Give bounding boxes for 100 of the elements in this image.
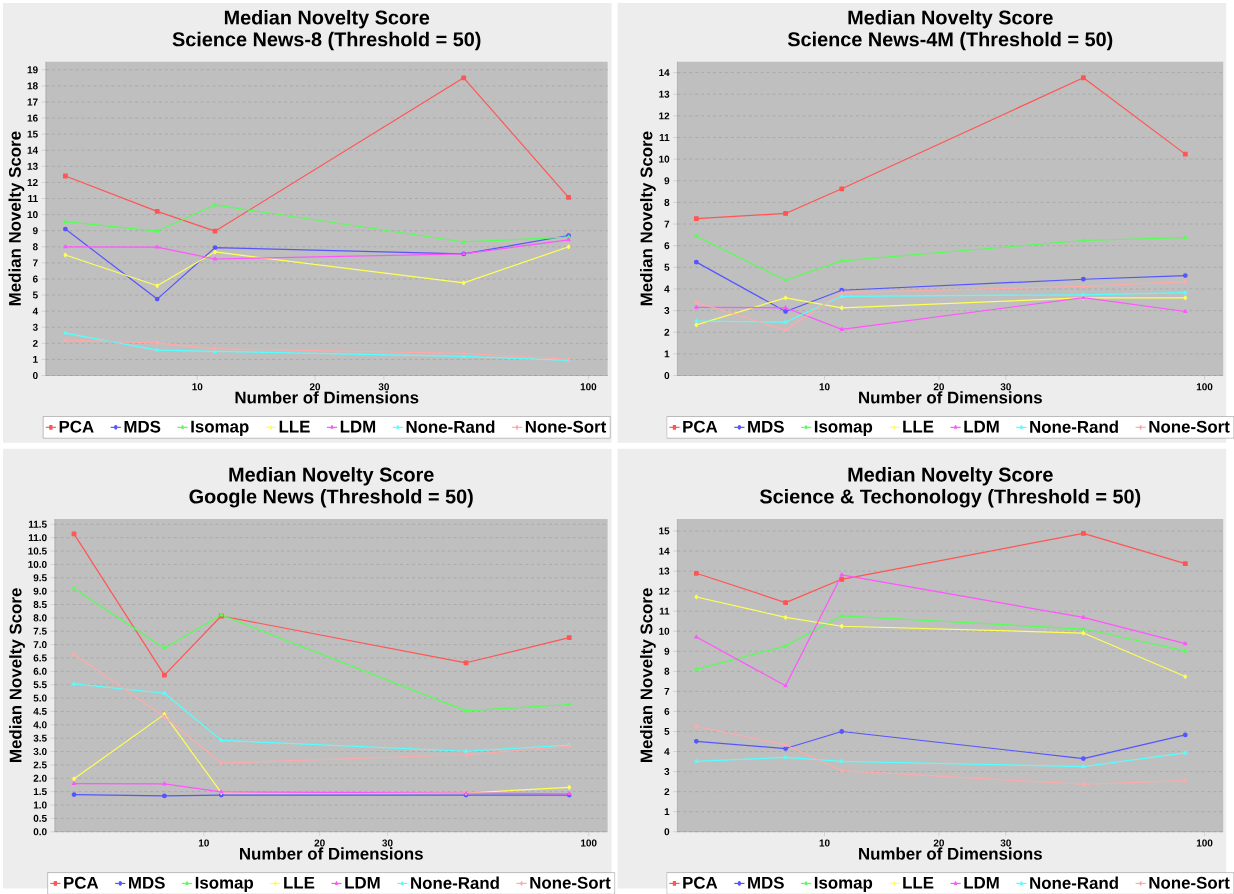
y-tick-label: 7 xyxy=(664,687,670,695)
legend-label: None-Rand xyxy=(411,876,499,889)
legend-label: LLE xyxy=(903,876,934,889)
y-tick-label: 15 xyxy=(27,130,38,138)
y-tick-label: 6 xyxy=(32,275,38,283)
y-tick-label: 3 xyxy=(32,323,38,331)
chart-subtitle: Science News-8 (Threshold = 50) xyxy=(172,31,481,51)
legend-label: LDM xyxy=(340,420,376,433)
legend-label: None-Rand xyxy=(1030,876,1118,889)
x-tick-label: 30 xyxy=(378,383,389,391)
y-tick-label: 1 xyxy=(33,355,38,363)
x-tick-label: 100 xyxy=(580,383,597,391)
y-tick-label: 7.0 xyxy=(33,640,47,648)
x-tick-label: 30 xyxy=(1000,839,1011,847)
y-tick-label: 6.0 xyxy=(33,667,47,675)
y-tick-label: 13 xyxy=(27,162,38,170)
y-tick-label: 9 xyxy=(32,226,38,234)
y-tick-label: 0.5 xyxy=(33,814,47,822)
y-tick-label: 11.5 xyxy=(28,520,47,528)
y-tick-label: 2 xyxy=(32,339,38,347)
chart-title: Median Novelty Score xyxy=(848,466,1053,486)
y-tick-label: 4 xyxy=(664,747,670,755)
x-tick-label: 20 xyxy=(314,839,325,847)
y-tick-label: 11 xyxy=(659,133,670,141)
legend-label: Isomap xyxy=(195,876,254,892)
y-tick-label: 2 xyxy=(664,787,670,795)
chart-title: Median Novelty Score xyxy=(848,9,1053,29)
y-tick-label: 4 xyxy=(664,285,670,293)
x-tick-label: 10 xyxy=(192,383,203,391)
y-tick-label: 9 xyxy=(664,647,670,655)
y-tick-label: 11 xyxy=(28,194,38,202)
y-tick-label: 7 xyxy=(664,220,670,228)
y-tick-label: 13 xyxy=(659,567,670,575)
y-tick-label: 7 xyxy=(32,259,38,267)
x-tick-label: 10 xyxy=(198,839,209,847)
y-tick-label: 9.0 xyxy=(33,587,47,595)
y-tick-label: 8 xyxy=(664,667,670,675)
y-tick-label: 3.5 xyxy=(33,734,47,742)
x-tick-label: 20 xyxy=(933,839,945,847)
x-tick-label: 30 xyxy=(382,839,393,847)
chart-subtitle: Google News (Threshold = 50) xyxy=(189,488,473,508)
y-tick-label: 4 xyxy=(32,307,39,315)
y-tick-label: 10 xyxy=(659,627,670,635)
y-tick-label: 0 xyxy=(664,371,670,379)
y-tick-label: 2.5 xyxy=(33,761,47,769)
y-tick-label: 1 xyxy=(664,808,670,815)
legend-label: Isomap xyxy=(814,876,873,892)
legend-label: LDM xyxy=(964,876,999,889)
y-tick-label: 0 xyxy=(664,828,670,836)
y-tick-label: 18 xyxy=(27,82,38,90)
y-tick-label: 6.5 xyxy=(33,654,47,662)
x-axis-title: Number of Dimensions xyxy=(859,847,1042,860)
y-tick-label: 3.0 xyxy=(33,747,47,755)
y-tick-label: 11.0 xyxy=(28,533,47,541)
y-tick-label: 5.0 xyxy=(33,694,47,702)
y-tick-label: 9.5 xyxy=(33,574,47,582)
x-tick-label: 100 xyxy=(581,839,597,847)
y-tick-label: 1.5 xyxy=(33,787,47,795)
legend-label: LLE xyxy=(903,420,934,433)
y-tick-label: 5 xyxy=(664,263,670,271)
x-tick-label: 30 xyxy=(1000,383,1011,391)
x-axis-title: Number of Dimensions xyxy=(859,390,1042,404)
y-tick-label: 8.5 xyxy=(33,600,47,608)
y-tick-label: 19 xyxy=(27,66,38,74)
chart-subtitle: Science News-4M (Threshold = 50) xyxy=(787,31,1113,51)
y-tick-label: 5.5 xyxy=(33,681,47,688)
y-tick-label: 13 xyxy=(659,90,670,98)
legend-label: None-Sort xyxy=(1149,420,1230,433)
y-tick-label: 9 xyxy=(664,177,670,185)
y-tick-label: 1 xyxy=(664,350,670,358)
chart-title: Median Novelty Score xyxy=(224,9,430,29)
y-axis-title: Median Novelty Score xyxy=(640,131,656,305)
y-tick-label: 10 xyxy=(27,210,38,218)
y-tick-label: 17 xyxy=(27,98,38,106)
y-tick-label: 15 xyxy=(659,527,670,535)
legend-label: PCA xyxy=(59,420,94,433)
y-tick-label: 2.0 xyxy=(33,774,47,782)
x-tick-label: 100 xyxy=(1196,839,1213,847)
legend-label: MDS xyxy=(748,876,784,889)
y-axis-title: Median Novelty Score xyxy=(9,588,25,762)
y-tick-label: 3 xyxy=(664,767,670,775)
legend-label: None-Rand xyxy=(1030,420,1118,433)
y-axis-title: Median Novelty Score xyxy=(8,131,25,305)
legend-label: MDS xyxy=(129,876,165,889)
legend-label: Isomap xyxy=(191,420,249,436)
x-tick-label: 10 xyxy=(819,383,830,391)
y-tick-label: 14 xyxy=(27,146,39,154)
y-axis-title: Median Novelty Score xyxy=(640,588,656,762)
legend-label: LLE xyxy=(284,876,315,889)
legend-label: PCA xyxy=(683,420,718,433)
y-tick-label: 8 xyxy=(32,243,38,251)
legend-label: MDS xyxy=(748,420,784,433)
y-tick-label: 0 xyxy=(32,371,38,379)
y-tick-label: 6 xyxy=(664,241,670,249)
y-tick-label: 8.0 xyxy=(33,614,47,622)
legend-label: LLE xyxy=(279,420,310,433)
x-axis-title: Number of Dimensions xyxy=(235,390,419,404)
y-tick-label: 12 xyxy=(659,112,670,120)
y-tick-label: 3 xyxy=(664,306,670,314)
legend-label: None-Sort xyxy=(1149,876,1230,889)
